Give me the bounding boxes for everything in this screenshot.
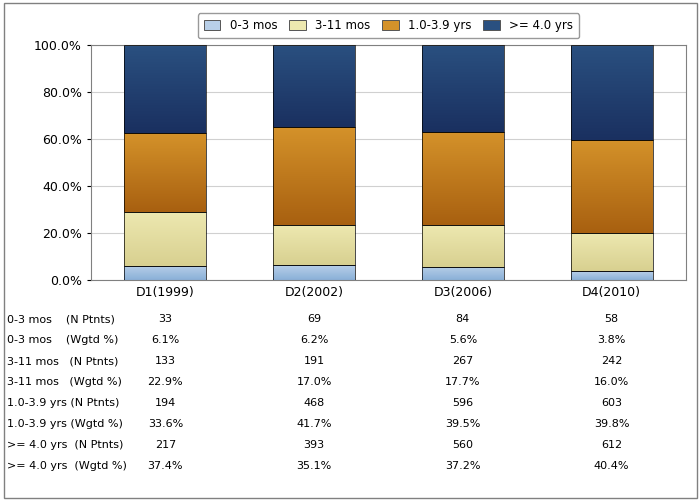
Bar [422, 132, 504, 225]
Bar [570, 140, 652, 234]
Text: 3-11 mos   (N Ptnts): 3-11 mos (N Ptnts) [7, 356, 118, 366]
Text: 37.2%: 37.2% [445, 462, 481, 471]
Bar [422, 225, 504, 267]
Text: 69: 69 [307, 314, 321, 324]
Bar [125, 212, 206, 266]
Text: 468: 468 [304, 398, 325, 408]
Text: 3-11 mos   (Wgtd %): 3-11 mos (Wgtd %) [7, 378, 122, 388]
Text: 603: 603 [601, 398, 622, 408]
Text: 84: 84 [456, 314, 470, 324]
Text: 41.7%: 41.7% [296, 420, 332, 430]
Text: 5.6%: 5.6% [449, 336, 477, 345]
Text: 242: 242 [601, 356, 622, 366]
Text: 1.0-3.9 yrs (Wgtd %): 1.0-3.9 yrs (Wgtd %) [7, 420, 123, 430]
Text: 612: 612 [601, 440, 622, 450]
Bar [125, 45, 206, 133]
Bar [422, 45, 504, 132]
Text: 35.1%: 35.1% [297, 462, 332, 471]
Text: 217: 217 [155, 440, 176, 450]
Bar [273, 128, 355, 226]
Text: 17.0%: 17.0% [296, 378, 332, 388]
Text: 33: 33 [158, 314, 172, 324]
Text: 37.4%: 37.4% [148, 462, 183, 471]
Text: 16.0%: 16.0% [594, 378, 629, 388]
Text: 560: 560 [452, 440, 473, 450]
Text: 22.9%: 22.9% [148, 378, 183, 388]
Bar [570, 234, 652, 271]
Text: 39.5%: 39.5% [445, 420, 481, 430]
Text: 0-3 mos    (Wgtd %): 0-3 mos (Wgtd %) [7, 336, 118, 345]
Text: 0-3 mos    (N Ptnts): 0-3 mos (N Ptnts) [7, 314, 115, 324]
Text: 3.8%: 3.8% [597, 336, 626, 345]
Text: 133: 133 [155, 356, 176, 366]
Text: 393: 393 [304, 440, 325, 450]
Bar [125, 133, 206, 212]
Text: 17.7%: 17.7% [445, 378, 481, 388]
Text: 58: 58 [605, 314, 619, 324]
Text: 40.4%: 40.4% [594, 462, 629, 471]
Text: 39.8%: 39.8% [594, 420, 629, 430]
Text: 1.0-3.9 yrs (N Ptnts): 1.0-3.9 yrs (N Ptnts) [7, 398, 120, 408]
Text: >= 4.0 yrs  (N Ptnts): >= 4.0 yrs (N Ptnts) [7, 440, 123, 450]
Legend: 0-3 mos, 3-11 mos, 1.0-3.9 yrs, >= 4.0 yrs: 0-3 mos, 3-11 mos, 1.0-3.9 yrs, >= 4.0 y… [198, 14, 579, 38]
Bar [570, 45, 652, 140]
Bar [125, 266, 206, 280]
Text: 33.6%: 33.6% [148, 420, 183, 430]
Text: 6.2%: 6.2% [300, 336, 328, 345]
Text: 6.1%: 6.1% [151, 336, 179, 345]
Bar [422, 267, 504, 280]
Bar [273, 45, 355, 128]
Text: 191: 191 [304, 356, 325, 366]
Text: 596: 596 [452, 398, 473, 408]
Bar [273, 266, 355, 280]
Text: 267: 267 [452, 356, 473, 366]
Text: 194: 194 [155, 398, 176, 408]
Bar [570, 271, 652, 280]
Text: >= 4.0 yrs  (Wgtd %): >= 4.0 yrs (Wgtd %) [7, 462, 127, 471]
Bar [273, 226, 355, 266]
